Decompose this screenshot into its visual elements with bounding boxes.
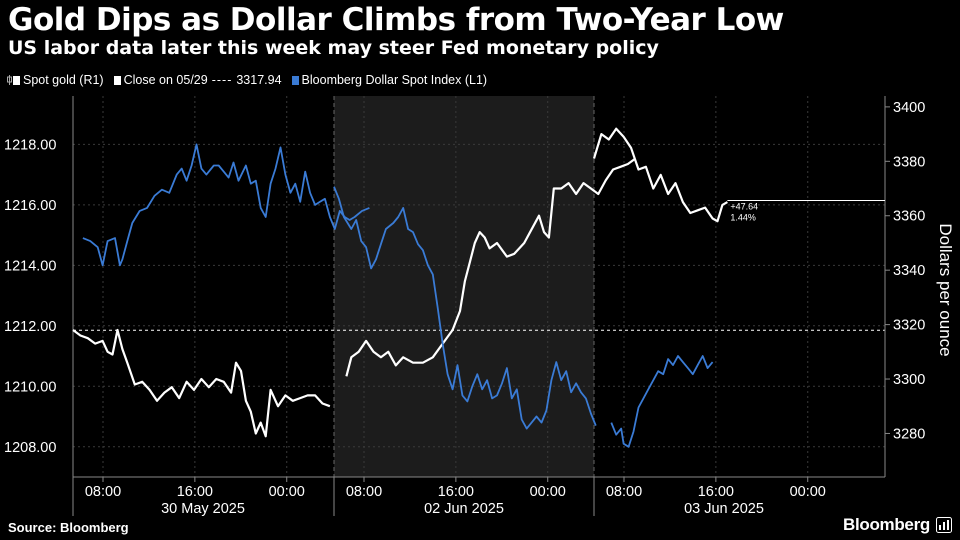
axes [72,96,890,516]
brand-logo: Bloomberg [842,515,930,534]
legend-swatch-gold [13,75,20,85]
last-change-pct-label: 1.44% [730,213,756,223]
source-note: Source: Bloomberg [8,520,129,535]
x-tick-label: 08:00 [346,484,382,500]
x-tick-label: 00:00 [530,484,566,500]
legend-label-spot-gold: Spot gold (R1) [23,73,104,87]
chart-legend: Spot gold (R1) Close on 05/29 ---- 3317.… [6,73,497,87]
y-right-tick-label: 3400 [893,100,925,116]
series-layer [72,127,885,448]
gold-line [345,157,636,377]
x-tick-label: 16:00 [438,484,474,500]
x-tick-label: 00:00 [790,484,826,500]
chart-subtitle: US labor data later this week may steer … [8,37,659,59]
gold-line [592,127,728,223]
x-tick-label: 00:00 [269,484,305,500]
y-left-tick-label: 1212.00 [4,319,56,335]
dollar-line [82,143,370,267]
x-tick-label: 08:00 [85,484,121,500]
legend-close-value: 3317.94 [236,73,282,87]
legend-item-close: Close on 05/29 ---- 3317.94 [113,73,282,87]
y-right-tick-label: 3380 [893,154,925,170]
y-right-tick-label: 3320 [893,318,925,334]
legend-swatch-dollar [291,75,299,85]
legend-dash-icon: ---- [211,73,233,87]
y-left-tick-label: 1214.00 [4,258,56,274]
y-left-tick-label: 1210.00 [4,379,56,395]
y-right-tick-label: 3340 [893,263,925,279]
legend-swatch-close [113,75,121,85]
legend-item-dollar: Bloomberg Dollar Spot Index (L1) [291,73,488,87]
dollar-line [610,355,714,448]
y-left-tick-label: 1218.00 [4,137,56,153]
tick-labels: 08:00 16:00 00:00 08:00 16:00 00:00 08:00 16:00… [4,100,925,517]
y-right-tick-label: 3360 [893,209,925,225]
x-tick-label: 16:00 [177,484,213,500]
last-change-label: +47.64 [730,202,758,212]
y-left-tick-label: 1216.00 [4,198,56,214]
candle-icon [7,75,12,85]
y-axis-right-label: Dollars per ounce [936,223,955,356]
y-right-tick-label: 3280 [893,426,925,442]
chart-icon [936,517,952,533]
grid [73,96,885,477]
legend-label-close: Close on 05/29 [123,73,208,87]
dollar-line [333,186,597,430]
x-date-label: 30 May 2025 [161,501,245,517]
legend-label-dollar: Bloomberg Dollar Spot Index (L1) [301,73,488,87]
x-date-label: 03 Jun 2025 [684,501,764,517]
chart-title: Gold Dips as Dollar Climbs from Two-Year… [8,2,784,38]
y-right-tick-label: 3300 [893,372,925,388]
legend-item-spot-gold: Spot gold (R1) [6,73,104,87]
x-date-label: 02 Jun 2025 [424,501,504,517]
x-tick-label: 16:00 [698,484,734,500]
x-tick-label: 08:00 [606,484,642,500]
gold-line [72,328,331,438]
y-left-tick-label: 1208.00 [4,440,56,456]
